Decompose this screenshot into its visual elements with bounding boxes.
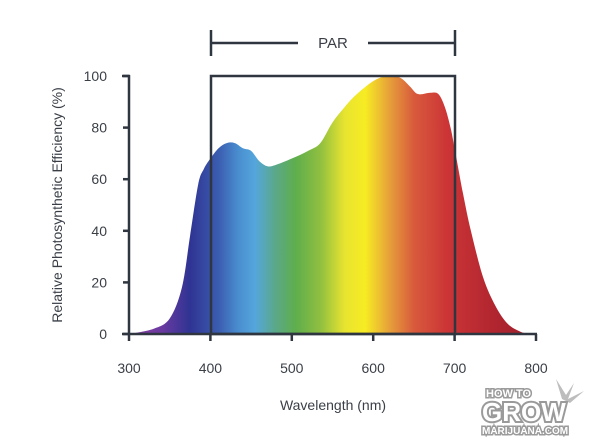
par-label: PAR [318, 35, 348, 52]
par-bracket [209, 30, 457, 56]
logo-line3: MARIJUANA.COM [482, 426, 568, 437]
x-tick-label: 800 [524, 360, 548, 376]
x-axis-label: Wavelength (nm) [280, 397, 386, 413]
logo-line1: HOW TO [486, 388, 531, 400]
x-tick-label: 300 [117, 360, 141, 376]
x-tick-label: 500 [280, 360, 304, 376]
y-tick-label: 0 [99, 326, 107, 342]
x-tick-label: 700 [443, 360, 467, 376]
y-ticks: 0 20 40 60 80 100 [84, 68, 129, 342]
x-ticks: 300 400 500 600 700 800 [117, 334, 548, 376]
efficiency-area [129, 75, 528, 334]
cannabis-leaf-icon [556, 379, 584, 403]
y-tick-label: 40 [91, 223, 107, 239]
logo-line2: GROW [482, 397, 566, 427]
y-tick-label: 20 [91, 274, 107, 290]
y-axis-label: Relative Photosynthetic Efficiency (%) [49, 87, 65, 323]
y-tick-label: 100 [84, 68, 108, 84]
y-tick-label: 80 [91, 120, 107, 136]
howtogrow-logo: HOW TO GROW MARIJUANA.COM [480, 379, 584, 437]
x-tick-label: 600 [362, 360, 386, 376]
x-tick-label: 400 [199, 360, 223, 376]
y-tick-label: 60 [91, 171, 107, 187]
